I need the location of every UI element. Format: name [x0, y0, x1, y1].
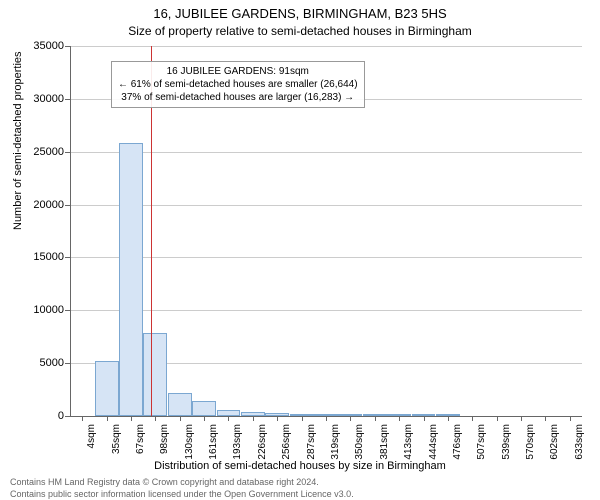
x-tick-label: 539sqm: [501, 424, 512, 460]
histogram-bar: [192, 401, 216, 416]
x-tick-label: 476sqm: [452, 424, 463, 460]
plot-inner: 16 JUBILEE GARDENS: 91sqm← 61% of semi-d…: [70, 46, 582, 416]
x-axis-label: Distribution of semi-detached houses by …: [0, 460, 600, 472]
chart-subtitle: Size of property relative to semi-detach…: [0, 24, 600, 38]
y-tick-label: 20000: [14, 199, 64, 211]
x-tick-label: 256sqm: [281, 424, 292, 460]
grid-line: [70, 46, 582, 47]
y-tick-label: 25000: [14, 146, 64, 158]
histogram-bar: [95, 361, 119, 416]
x-tick-label: 193sqm: [232, 424, 243, 460]
x-tick-label: 35sqm: [111, 424, 122, 454]
y-tick-label: 10000: [14, 304, 64, 316]
x-axis: [70, 416, 582, 417]
annotation-box: 16 JUBILEE GARDENS: 91sqm← 61% of semi-d…: [111, 61, 365, 108]
y-tick-label: 35000: [14, 40, 64, 52]
histogram-bar: [168, 393, 192, 416]
x-tick-label: 98sqm: [159, 424, 170, 454]
grid-line: [70, 152, 582, 153]
y-tick-label: 5000: [14, 357, 64, 369]
chart-title: 16, JUBILEE GARDENS, BIRMINGHAM, B23 5HS: [0, 6, 600, 21]
footer-line-2: Contains public sector information licen…: [10, 489, 354, 499]
x-tick-label: 633sqm: [574, 424, 585, 460]
x-tick-label: 319sqm: [330, 424, 341, 460]
x-tick-label: 161sqm: [208, 424, 219, 460]
annotation-line-1: 16 JUBILEE GARDENS: 91sqm: [118, 65, 358, 78]
plot-area: 16 JUBILEE GARDENS: 91sqm← 61% of semi-d…: [70, 46, 582, 416]
annotation-line-2: ← 61% of semi-detached houses are smalle…: [118, 78, 358, 91]
x-tick-label: 602sqm: [549, 424, 560, 460]
x-tick-label: 413sqm: [403, 424, 414, 460]
footer-line-1: Contains HM Land Registry data © Crown c…: [10, 477, 319, 487]
grid-line: [70, 257, 582, 258]
x-tick-label: 4sqm: [86, 424, 97, 448]
y-tick-label: 15000: [14, 251, 64, 263]
x-tick-label: 444sqm: [428, 424, 439, 460]
x-tick-label: 287sqm: [306, 424, 317, 460]
x-tick-label: 350sqm: [354, 424, 365, 460]
x-tick-label: 67sqm: [135, 424, 146, 454]
x-tick-label: 570sqm: [525, 424, 536, 460]
x-tick-label: 507sqm: [476, 424, 487, 460]
y-tick-label: 30000: [14, 93, 64, 105]
y-tick-label: 0: [14, 410, 64, 422]
x-tick-label: 130sqm: [184, 424, 195, 460]
histogram-bar: [143, 333, 167, 417]
chart-container: 16, JUBILEE GARDENS, BIRMINGHAM, B23 5HS…: [0, 0, 600, 500]
histogram-bar: [119, 143, 143, 416]
x-tick-label: 381sqm: [379, 424, 390, 460]
annotation-line-3: 37% of semi-detached houses are larger (…: [118, 91, 358, 104]
y-axis: [70, 46, 71, 416]
grid-line: [70, 205, 582, 206]
x-tick-label: 226sqm: [257, 424, 268, 460]
grid-line: [70, 310, 582, 311]
